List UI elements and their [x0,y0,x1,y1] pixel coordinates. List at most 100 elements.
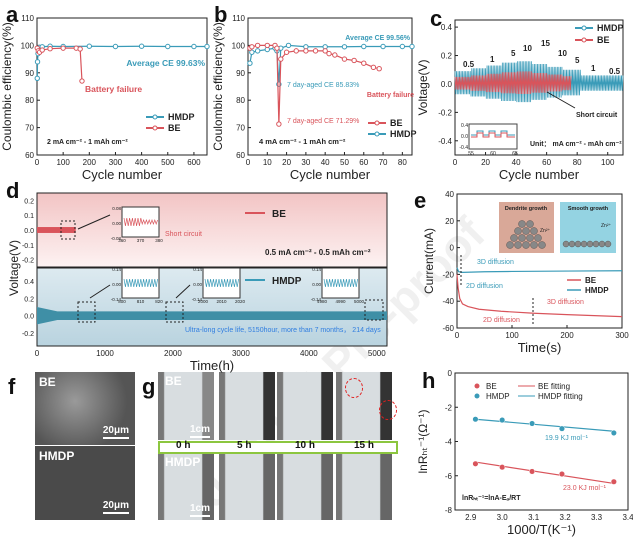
inset-be-trace [471,132,515,138]
be-optical-image [219,372,275,440]
x-tick-label: 400 [135,158,149,167]
x-tick-label: 20 [481,158,490,167]
inset-y-tick-label: -0.14 [192,297,203,302]
be-optical-image [158,372,214,440]
x-tick-label: 0 [246,158,251,167]
zn-particle [534,234,542,242]
y-tick-label: 110 [232,14,245,23]
y-tick-label: 70 [25,124,34,133]
hmdp-point [285,42,292,49]
zn-particle [522,227,530,235]
hmdp-legend-label: HMDP [168,112,195,122]
y-tick-label: -60 [442,324,454,333]
short-circuit-label: Short circuit [165,231,202,238]
zoom-box [165,301,184,323]
hmdp-3d-diffusion-label: 3D diffusion [477,259,514,266]
be-point [278,56,284,62]
x-tick-label: 300 [109,158,123,167]
y-tick-label: 0.2 [24,296,34,303]
sem-label-hmdp: HMDP [39,449,75,463]
panel-label-c: c [430,6,443,31]
hmdp-point [249,49,255,55]
be-point [610,478,617,485]
aged-ce-hmdp-annotation: 7 day-aged CE 85.83% [287,82,359,89]
x-tick-label: 50 [340,158,349,167]
sem-label-be: BE [39,375,56,389]
plot-frame [36,17,208,156]
inset-trace [204,278,239,288]
plot-frame [456,193,623,329]
inset-y-tick-label: -0.14 [111,297,122,302]
inset-trace [123,217,158,227]
x-tick-label: 2000 [164,349,182,358]
scale-bar: 20μm [102,425,129,439]
y-tick-label: 0 [448,369,453,378]
zn-particle [586,240,594,248]
rate-label: 5 [575,56,580,65]
be-legend-label: BE [597,35,610,45]
be-legend-label: BE [272,209,286,220]
be-legend-marker [581,37,587,43]
sem-image-be: BE 20μm [35,372,135,445]
y-tick-label: -6 [445,472,453,481]
inset-y-tick-label: 0.08 [112,206,121,211]
inset-y-tick-label: -0.08 [111,236,122,241]
hmdp-point [399,43,406,50]
be-legend-marker [152,125,158,131]
be-point [249,44,255,50]
be-point [264,42,270,49]
inset-y-tick-label: 0.4 [461,123,468,129]
y-tick-label: -40 [442,297,454,306]
be-point [376,65,382,72]
x-tick-label: 100 [505,331,519,340]
hmdp-legend-label: HMDP [585,286,609,295]
zn-particle [522,241,530,249]
zn-particle [592,240,600,248]
be-legend-marker [474,383,480,389]
inset-x-tick-label: 2010 [216,299,227,304]
zn-particle [518,220,526,228]
zn-particle [574,240,582,248]
inset-arrow [77,214,111,230]
y-tick-label: 0.0 [441,80,453,89]
inset-x-tick-label: 5000 [354,299,365,304]
zn-particle [562,240,570,248]
rate-label: 1 [490,55,495,64]
x-axis-title: Time(s) [518,340,562,355]
inset-y-tick-label: 0.00 [112,282,121,287]
inset-arrow [175,284,191,299]
zn-particle [526,220,534,228]
x-tick-label: 80 [398,158,407,167]
be-fit-line [475,461,614,485]
y-axis-title: Coulombic efficiency(%) [0,22,14,151]
x-tick-label: 300 [615,331,629,340]
x-tick-label: 30 [301,158,310,167]
hmdp-optical-image [277,452,333,520]
inset-x-tick-label: 380 [155,238,163,243]
scale-bar: 20μm [102,500,129,514]
x-tick-label: 3.4 [622,513,633,522]
x-tick-label: 3000 [232,349,250,358]
inset-x-tick-label: 810 [137,299,145,304]
x-tick-label: 100 [601,158,615,167]
y-tick-label: 70 [236,124,245,133]
zn-particle [568,240,576,248]
y-tick-label: 80 [236,96,245,105]
hmdp-point [165,43,171,50]
x-tick-label: 60 [542,158,551,167]
battery-failure-annotation: Battery failure [85,84,142,94]
scale-bar: 1cm [190,424,211,438]
be-point [322,48,328,54]
y-tick-label: 20 [445,217,454,226]
hmdp-legend-marker [581,25,587,31]
hmdp-point [409,43,415,50]
be-2d-diffusion-label: 2D diffusion [483,317,520,324]
y-tick-label: 80 [25,96,34,105]
rate-label: 15 [541,39,550,48]
y-tick-label: -0.2 [438,108,452,117]
inset-y-tick-label: 0.14 [312,267,321,272]
hmdp-activation-energy: 19.9 KJ mol⁻¹ [545,435,589,442]
x-axis-title: Cycle number [290,167,371,182]
inset-x-tick-label: 370 [137,238,145,243]
dendrite-highlight-circle [345,378,363,398]
